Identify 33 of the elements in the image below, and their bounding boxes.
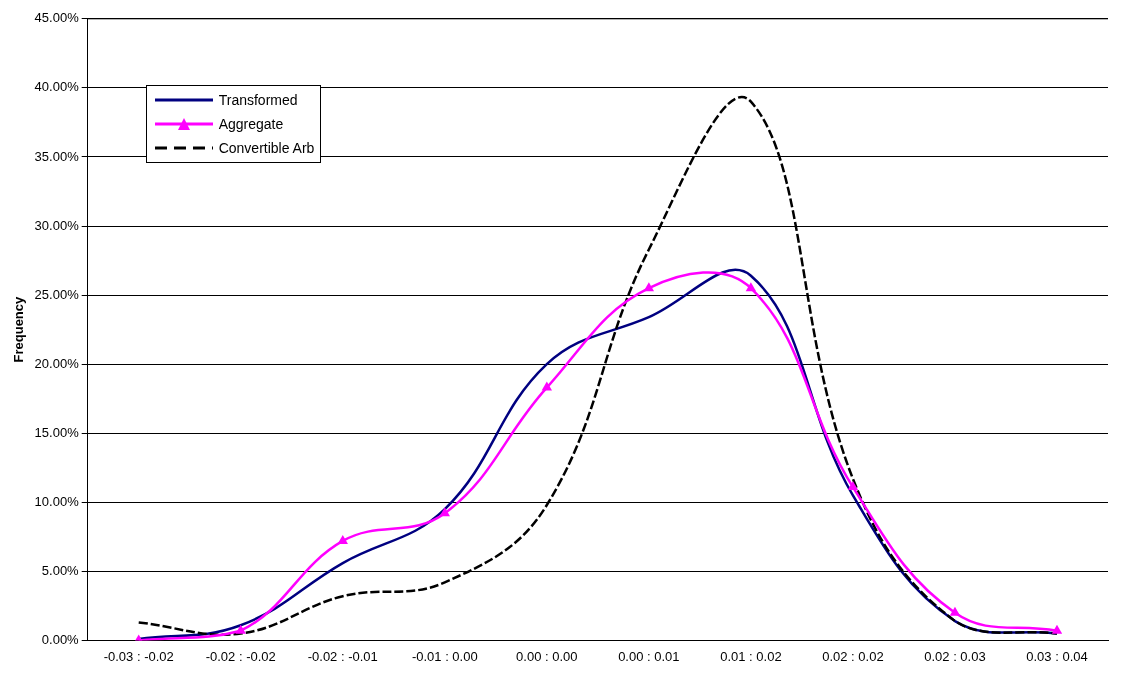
- legend-label: Transformed: [218, 91, 298, 108]
- legend-label: Aggregate: [218, 115, 284, 132]
- point: [439, 507, 450, 517]
- y-tick-label: 45.00%: [34, 10, 80, 26]
- y-tick-label: 15.00%: [34, 424, 80, 440]
- y-tick-label: 0.00%: [41, 631, 80, 647]
- x-tick-label: 0.03 : 0.04: [1026, 648, 1088, 664]
- point: [235, 624, 246, 634]
- x-tick-label: -0.02 : -0.01: [307, 648, 378, 664]
- point: [643, 282, 655, 292]
- point: [745, 282, 757, 292]
- x-tick-label: 0.00 : 0.00: [516, 648, 578, 664]
- x-tick-label: 0.00 : 0.01: [618, 648, 680, 664]
- x-tick-label: 0.02 : 0.02: [822, 648, 884, 664]
- point: [541, 381, 553, 391]
- x-tick-label: 0.01 : 0.02: [720, 648, 782, 664]
- point: [949, 606, 961, 616]
- legend-label: Convertible Arb: [218, 139, 315, 156]
- x-tick-label: -0.01 : 0.00: [411, 648, 478, 664]
- point: [847, 481, 859, 491]
- x-tick-label: -0.02 : -0.02: [205, 648, 276, 664]
- x-tick-label: 0.02 : 0.03: [924, 648, 986, 664]
- y-tick-label: 5.00%: [41, 562, 80, 578]
- y-tick-label: 40.00%: [34, 79, 80, 95]
- point: [337, 534, 348, 544]
- y-tick-label: 10.00%: [34, 493, 80, 509]
- y-tick-label: 35.00%: [34, 148, 80, 164]
- point: [1051, 624, 1063, 634]
- y-tick-label: 20.00%: [34, 355, 80, 371]
- y-tick-label: 25.00%: [34, 286, 80, 302]
- y-axis-title: Frequency: [11, 295, 27, 363]
- x-tick-label: -0.03 : -0.02: [103, 648, 174, 664]
- y-tick-label: 30.00%: [34, 217, 80, 233]
